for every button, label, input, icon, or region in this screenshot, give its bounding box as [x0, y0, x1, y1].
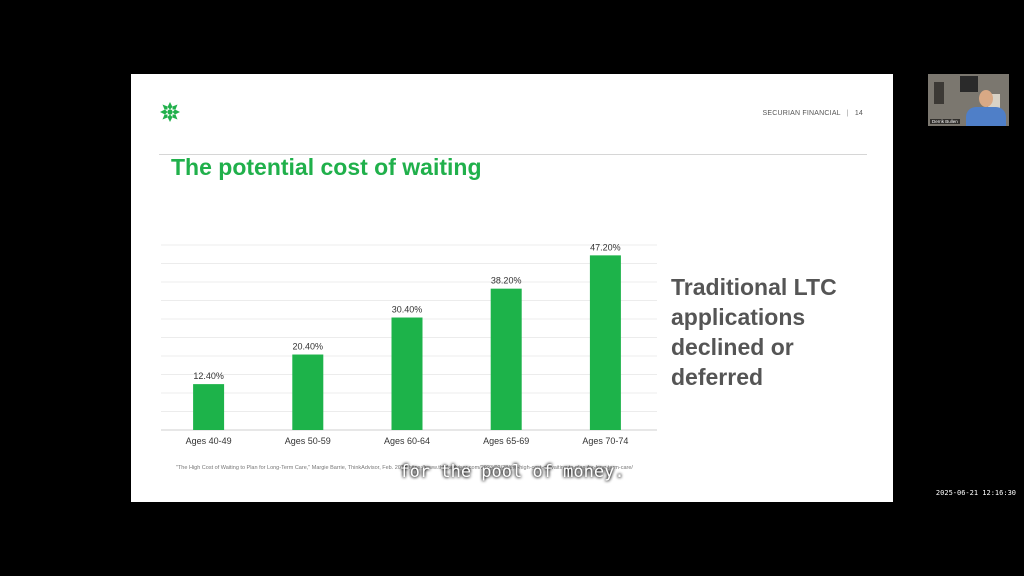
data-label-1: 12.40%	[193, 371, 224, 381]
webcam-person-head	[979, 90, 993, 107]
securian-logo-icon	[160, 102, 180, 122]
category-label-2: Ages 50-59	[285, 436, 331, 446]
participant-name: Derrik Bullen	[930, 119, 960, 124]
page-number: 14	[854, 110, 863, 117]
webcam-picture-frame	[960, 76, 978, 92]
category-label-5: Ages 70-74	[582, 436, 628, 446]
category-label-4: Ages 65-69	[483, 436, 529, 446]
recording-timestamp: 2025-06-21 12:16:30	[935, 489, 1016, 497]
company-name: SECURIAN FINANCIAL	[762, 110, 841, 117]
data-label-2: 20.40%	[293, 342, 324, 352]
bar-4	[490, 288, 522, 430]
bar-1	[193, 384, 225, 430]
side-callout-text: Traditional LTC applications declined or…	[671, 274, 837, 390]
header-divider	[159, 154, 867, 155]
category-label-1: Ages 40-49	[186, 436, 232, 446]
webcam-lamp	[934, 82, 944, 104]
data-label-4: 38.20%	[491, 276, 522, 286]
webcam-person-body	[966, 107, 1006, 126]
webcam-thumbnail[interactable]: Derrik Bullen	[928, 74, 1009, 126]
bar-chart: 12.40% Ages 40-49 20.40% Ages 50-59 30.40% Ag…	[161, 242, 657, 446]
slide-header: SECURIAN FINANCIAL | 14	[763, 110, 864, 117]
bar-5	[589, 255, 621, 430]
video-caption: for the pool of money.	[399, 462, 625, 482]
source-citation: "The High Cost of Waiting to Plan for Lo…	[176, 465, 633, 471]
bar-3	[391, 317, 423, 430]
category-label-3: Ages 60-64	[384, 436, 430, 446]
slide-title: The potential cost of waiting	[171, 154, 482, 180]
header-separator: |	[846, 110, 849, 117]
bar-2	[292, 354, 324, 430]
data-label-3: 30.40%	[392, 305, 423, 315]
presentation-slide: SECURIAN FINANCIAL | 14 The potential cost…	[131, 74, 893, 502]
data-label-5: 47.20%	[590, 242, 621, 252]
